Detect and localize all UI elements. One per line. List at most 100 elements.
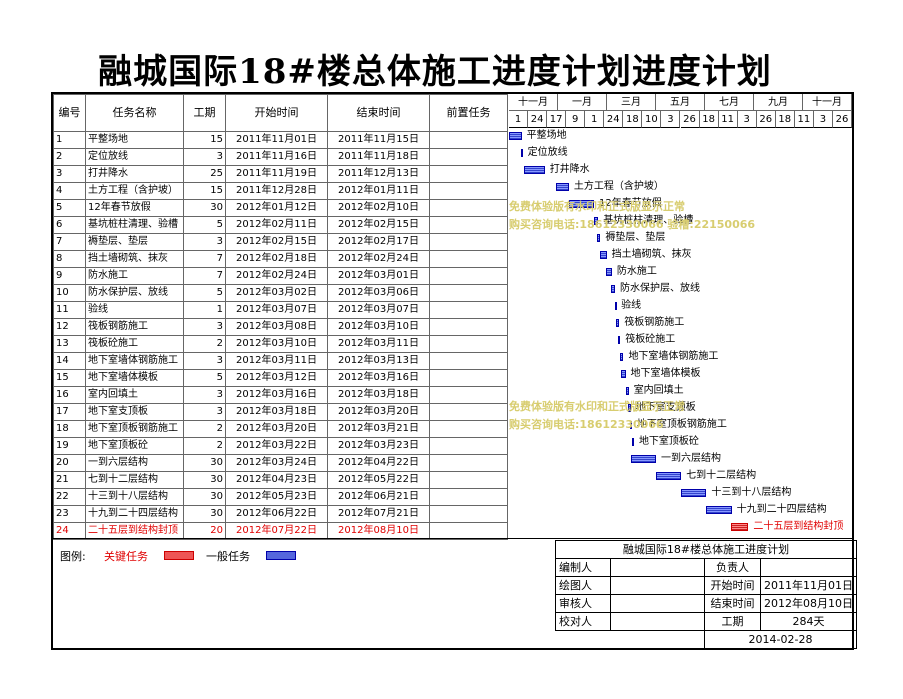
task-start: 2012年06月22日	[225, 505, 328, 523]
watermark-text: 购买咨询电话:18612330066 验槽:22150066	[509, 218, 756, 231]
task-num: 4	[53, 182, 86, 200]
day-label: 11	[718, 111, 738, 128]
task-start: 2012年05月23日	[225, 488, 328, 506]
header-name: 任务名称	[85, 94, 184, 132]
gantt-bar	[631, 438, 634, 446]
gantt-bar-label: 地下室顶板钢筋施工	[636, 419, 727, 430]
gantt-bar-label: 12年春节放假	[599, 198, 662, 209]
table-row: 4 土方工程（含护坡） 15 2011年12月28日 2012年01月11日	[53, 182, 508, 200]
gantt-bar-label: 地下室墙体钢筋施工	[628, 351, 719, 362]
gantt-bar-label: 筏板钢筋施工	[624, 317, 685, 328]
day-label: 1	[585, 111, 605, 128]
info-date: 2014-02-28	[704, 630, 857, 649]
day-label: 26	[756, 111, 776, 128]
owner-value	[760, 558, 857, 577]
task-name: 12年春节放假	[85, 199, 184, 217]
drawer-value	[610, 576, 705, 595]
task-predecessor	[429, 250, 508, 268]
task-name: 十三到十八层结构	[85, 488, 184, 506]
task-name: 基坑桩柱清理、验槽	[85, 216, 184, 234]
task-start: 2012年03月20日	[225, 420, 328, 438]
task-end: 2012年03月20日	[327, 403, 430, 421]
task-end: 2012年03月11日	[327, 335, 430, 353]
table-header: 编号 任务名称 工期 开始时间 结束时间 前置任务	[53, 94, 508, 132]
task-name: 打井降水	[85, 165, 184, 183]
task-end: 2012年06月21日	[327, 488, 430, 506]
task-num: 7	[53, 233, 86, 251]
task-num: 16	[53, 386, 86, 404]
task-start: 2011年12月28日	[225, 182, 328, 200]
task-name: 褥垫层、垫层	[85, 233, 184, 251]
task-duration: 3	[183, 403, 226, 421]
task-predecessor	[429, 216, 508, 234]
header-end: 结束时间	[327, 94, 430, 132]
task-duration: 30	[183, 199, 226, 217]
table-row: 21 七到十二层结构 30 2012年04月23日 2012年05月22日	[53, 471, 508, 489]
task-name: 一到六层结构	[85, 454, 184, 472]
legend-critical-swatch	[164, 551, 194, 560]
task-duration: 2	[183, 437, 226, 455]
month-label: 五月	[656, 94, 705, 111]
info-block: 融城国际18#楼总体施工进度计划 编制人 负责人 绘图人 开始时间 2011年1…	[555, 540, 857, 649]
gantt-bar	[600, 251, 607, 259]
task-predecessor	[429, 335, 508, 353]
day-label: 24	[528, 111, 548, 128]
task-end: 2012年01月11日	[327, 182, 430, 200]
end-value: 2012年08月10日	[760, 594, 857, 613]
gantt-bar	[681, 489, 707, 497]
reviewer-value	[610, 594, 705, 613]
task-start: 2012年03月18日	[225, 403, 328, 421]
table-row: 1 平整场地 15 2011年11月01日 2011年11月15日	[53, 131, 508, 149]
task-num: 17	[53, 403, 86, 421]
task-duration: 30	[183, 471, 226, 489]
task-predecessor	[429, 233, 508, 251]
task-end: 2012年03月07日	[327, 301, 430, 319]
gantt-bar	[523, 166, 545, 174]
task-num: 2	[53, 148, 86, 166]
task-duration: 30	[183, 488, 226, 506]
task-start: 2012年02月11日	[225, 216, 328, 234]
editor-label: 编制人	[555, 558, 611, 577]
table-row: 5 12年春节放假 30 2012年01月12日 2012年02月10日	[53, 199, 508, 217]
table-row: 8 挡土墙砌筑、抹灰 7 2012年02月18日 2012年02月24日	[53, 250, 508, 268]
task-predecessor	[429, 131, 508, 149]
gantt-bar	[520, 149, 523, 157]
task-predecessor	[429, 318, 508, 336]
table-row: 24 二十五层到结构封顶 20 2012年07月22日 2012年08月10日	[53, 522, 508, 540]
task-name: 十九到二十四层结构	[85, 505, 184, 523]
task-duration: 30	[183, 454, 226, 472]
task-name: 地下室支顶板	[85, 403, 184, 421]
table-row: 22 十三到十八层结构 30 2012年05月23日 2012年06月21日	[53, 488, 508, 506]
gantt-bar	[629, 421, 632, 429]
header-num: 编号	[53, 94, 86, 132]
task-end: 2012年03月23日	[327, 437, 430, 455]
task-end: 2011年11月18日	[327, 148, 430, 166]
table-row: 20 一到六层结构 30 2012年03月24日 2012年04月22日	[53, 454, 508, 472]
gantt-bar-label: 一到六层结构	[661, 453, 721, 464]
watermark-text: 免费体验版有水印和正式版显示正常	[509, 200, 685, 213]
task-duration: 3	[183, 148, 226, 166]
task-predecessor	[429, 182, 508, 200]
task-start: 2012年03月22日	[225, 437, 328, 455]
gantt-bar	[616, 319, 620, 327]
task-start: 2011年11月19日	[225, 165, 328, 183]
task-name: 筏板钢筋施工	[85, 318, 184, 336]
day-label: 26	[832, 111, 852, 128]
gantt-bar	[605, 268, 612, 276]
gantt-bar-label: 地下室墙体模板	[630, 368, 701, 379]
watermark-text: 购买咨询电话:18612330066	[509, 418, 664, 431]
task-duration: 30	[183, 505, 226, 523]
day-label: 18	[699, 111, 719, 128]
drawer-label: 绘图人	[555, 576, 611, 595]
task-end: 2012年02月24日	[327, 250, 430, 268]
table-row: 10 防水保护层、放线 5 2012年03月02日 2012年03月06日	[53, 284, 508, 302]
task-end: 2012年03月21日	[327, 420, 430, 438]
duration-label: 工期	[704, 612, 761, 631]
task-name: 七到十二层结构	[85, 471, 184, 489]
header-start: 开始时间	[225, 94, 328, 132]
task-start: 2011年11月01日	[225, 131, 328, 149]
gantt-bar-label: 地下室顶板砼	[638, 436, 699, 447]
gantt-bar-label: 十九到二十四层结构	[736, 504, 827, 515]
task-predecessor	[429, 386, 508, 404]
gantt-bar	[509, 132, 522, 140]
